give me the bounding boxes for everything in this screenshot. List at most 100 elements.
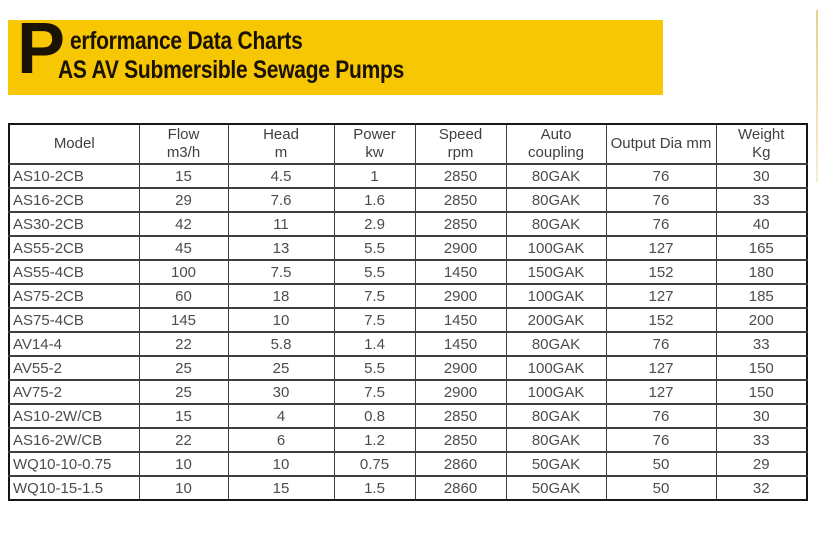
column-header-weight: Weight Kg	[715, 123, 808, 165]
column-unit: m3/h	[166, 144, 201, 161]
value-cell: 150	[715, 355, 808, 381]
value-cell: 2850	[414, 427, 507, 453]
model-cell: AS16-2CB	[8, 187, 140, 213]
value-cell: 32	[715, 475, 808, 501]
value-cell: 152	[605, 307, 717, 333]
value-cell: 76	[605, 163, 717, 189]
value-cell: 145	[138, 307, 229, 333]
performance-data-table: Model Flow m3/h Head m Power kw Speed rp…	[8, 123, 808, 501]
value-cell: 100GAK	[505, 283, 607, 309]
column-label: Auto	[540, 126, 572, 143]
model-cell: AS10-2W/CB	[8, 403, 140, 429]
column-header-flow: Flow m3/h	[138, 123, 229, 165]
value-cell: 200	[715, 307, 808, 333]
value-cell: 25	[227, 355, 335, 381]
value-cell: 1	[333, 163, 416, 189]
column-unit: Kg	[752, 144, 771, 161]
value-cell: 76	[605, 187, 717, 213]
table-row: AS10-2W/CB 15 4 0.8 2850 80GAK 76 30	[8, 403, 808, 429]
value-cell: 30	[715, 163, 808, 189]
column-label: Output Dia mm	[610, 135, 712, 152]
table-row: AS16-2CB 29 7.6 1.6 2850 80GAK 76 33	[8, 187, 808, 213]
value-cell: 7.5	[227, 259, 335, 285]
table-row: AS30-2CB 42 11 2.9 2850 80GAK 76 40	[8, 211, 808, 237]
value-cell: 25	[138, 355, 229, 381]
table-row: AV75-2 25 30 7.5 2900 100GAK 127 150	[8, 379, 808, 405]
value-cell: 2900	[414, 283, 507, 309]
model-cell: AS75-2CB	[8, 283, 140, 309]
scan-artifact-line	[816, 10, 818, 182]
value-cell: 80GAK	[505, 211, 607, 237]
value-cell: 15	[227, 475, 335, 501]
value-cell: 2900	[414, 355, 507, 381]
model-cell: AS10-2CB	[8, 163, 140, 189]
column-label: Model	[53, 135, 95, 152]
value-cell: 76	[605, 331, 717, 357]
value-cell: 80GAK	[505, 331, 607, 357]
value-cell: 2.9	[333, 211, 416, 237]
value-cell: 80GAK	[505, 187, 607, 213]
value-cell: 5.5	[333, 355, 416, 381]
value-cell: 4.5	[227, 163, 335, 189]
column-label: Power	[353, 126, 396, 143]
value-cell: 76	[605, 427, 717, 453]
value-cell: 33	[715, 331, 808, 357]
table-row: AS55-2CB 45 13 5.5 2900 100GAK 127 165	[8, 235, 808, 261]
value-cell: 1450	[414, 331, 507, 357]
value-cell: 15	[138, 163, 229, 189]
column-unit: kw	[365, 144, 384, 161]
value-cell: 10	[227, 451, 335, 477]
value-cell: 127	[605, 379, 717, 405]
value-cell: 7.6	[227, 187, 335, 213]
value-cell: 150GAK	[505, 259, 607, 285]
value-cell: 60	[138, 283, 229, 309]
value-cell: 22	[138, 427, 229, 453]
value-cell: 50	[605, 451, 717, 477]
value-cell: 50	[605, 475, 717, 501]
value-cell: 100	[138, 259, 229, 285]
title-line-2: AS AV Submersible Sewage Pumps	[58, 56, 405, 84]
value-cell: 152	[605, 259, 717, 285]
value-cell: 33	[715, 187, 808, 213]
value-cell: 2860	[414, 451, 507, 477]
value-cell: 5.5	[333, 235, 416, 261]
value-cell: 6	[227, 427, 335, 453]
value-cell: 1450	[414, 259, 507, 285]
column-header-output-dia: Output Dia mm	[605, 123, 717, 165]
value-cell: 45	[138, 235, 229, 261]
value-cell: 2850	[414, 163, 507, 189]
value-cell: 29	[715, 451, 808, 477]
value-cell: 76	[605, 211, 717, 237]
model-cell: AV75-2	[8, 379, 140, 405]
column-header-head: Head m	[227, 123, 335, 165]
column-label: Speed	[438, 126, 483, 143]
value-cell: 1.2	[333, 427, 416, 453]
value-cell: 15	[138, 403, 229, 429]
column-label: Flow	[167, 126, 200, 143]
value-cell: 4	[227, 403, 335, 429]
value-cell: 50GAK	[505, 475, 607, 501]
model-cell: AV14-4	[8, 331, 140, 357]
table-row: AS16-2W/CB 22 6 1.2 2850 80GAK 76 33	[8, 427, 808, 453]
title-dropcap: P	[17, 9, 65, 89]
value-cell: 2850	[414, 211, 507, 237]
column-header-power: Power kw	[333, 123, 416, 165]
value-cell: 80GAK	[505, 427, 607, 453]
value-cell: 2860	[414, 475, 507, 501]
value-cell: 42	[138, 211, 229, 237]
value-cell: 200GAK	[505, 307, 607, 333]
value-cell: 40	[715, 211, 808, 237]
column-unit: rpm	[447, 144, 474, 161]
title-line-1: erformance Data Charts	[70, 27, 303, 55]
column-unit: coupling	[528, 144, 584, 161]
model-cell: AV55-2	[8, 355, 140, 381]
column-header-speed: Speed rpm	[414, 123, 507, 165]
value-cell: 10	[138, 451, 229, 477]
value-cell: 1.5	[333, 475, 416, 501]
value-cell: 30	[715, 403, 808, 429]
column-label: Head	[263, 126, 299, 143]
table-row: WQ10-15-1.5 10 15 1.5 2860 50GAK 50 32	[8, 475, 808, 501]
value-cell: 1.6	[333, 187, 416, 213]
table-row: AS10-2CB 15 4.5 1 2850 80GAK 76 30	[8, 163, 808, 189]
model-cell: AS55-2CB	[8, 235, 140, 261]
